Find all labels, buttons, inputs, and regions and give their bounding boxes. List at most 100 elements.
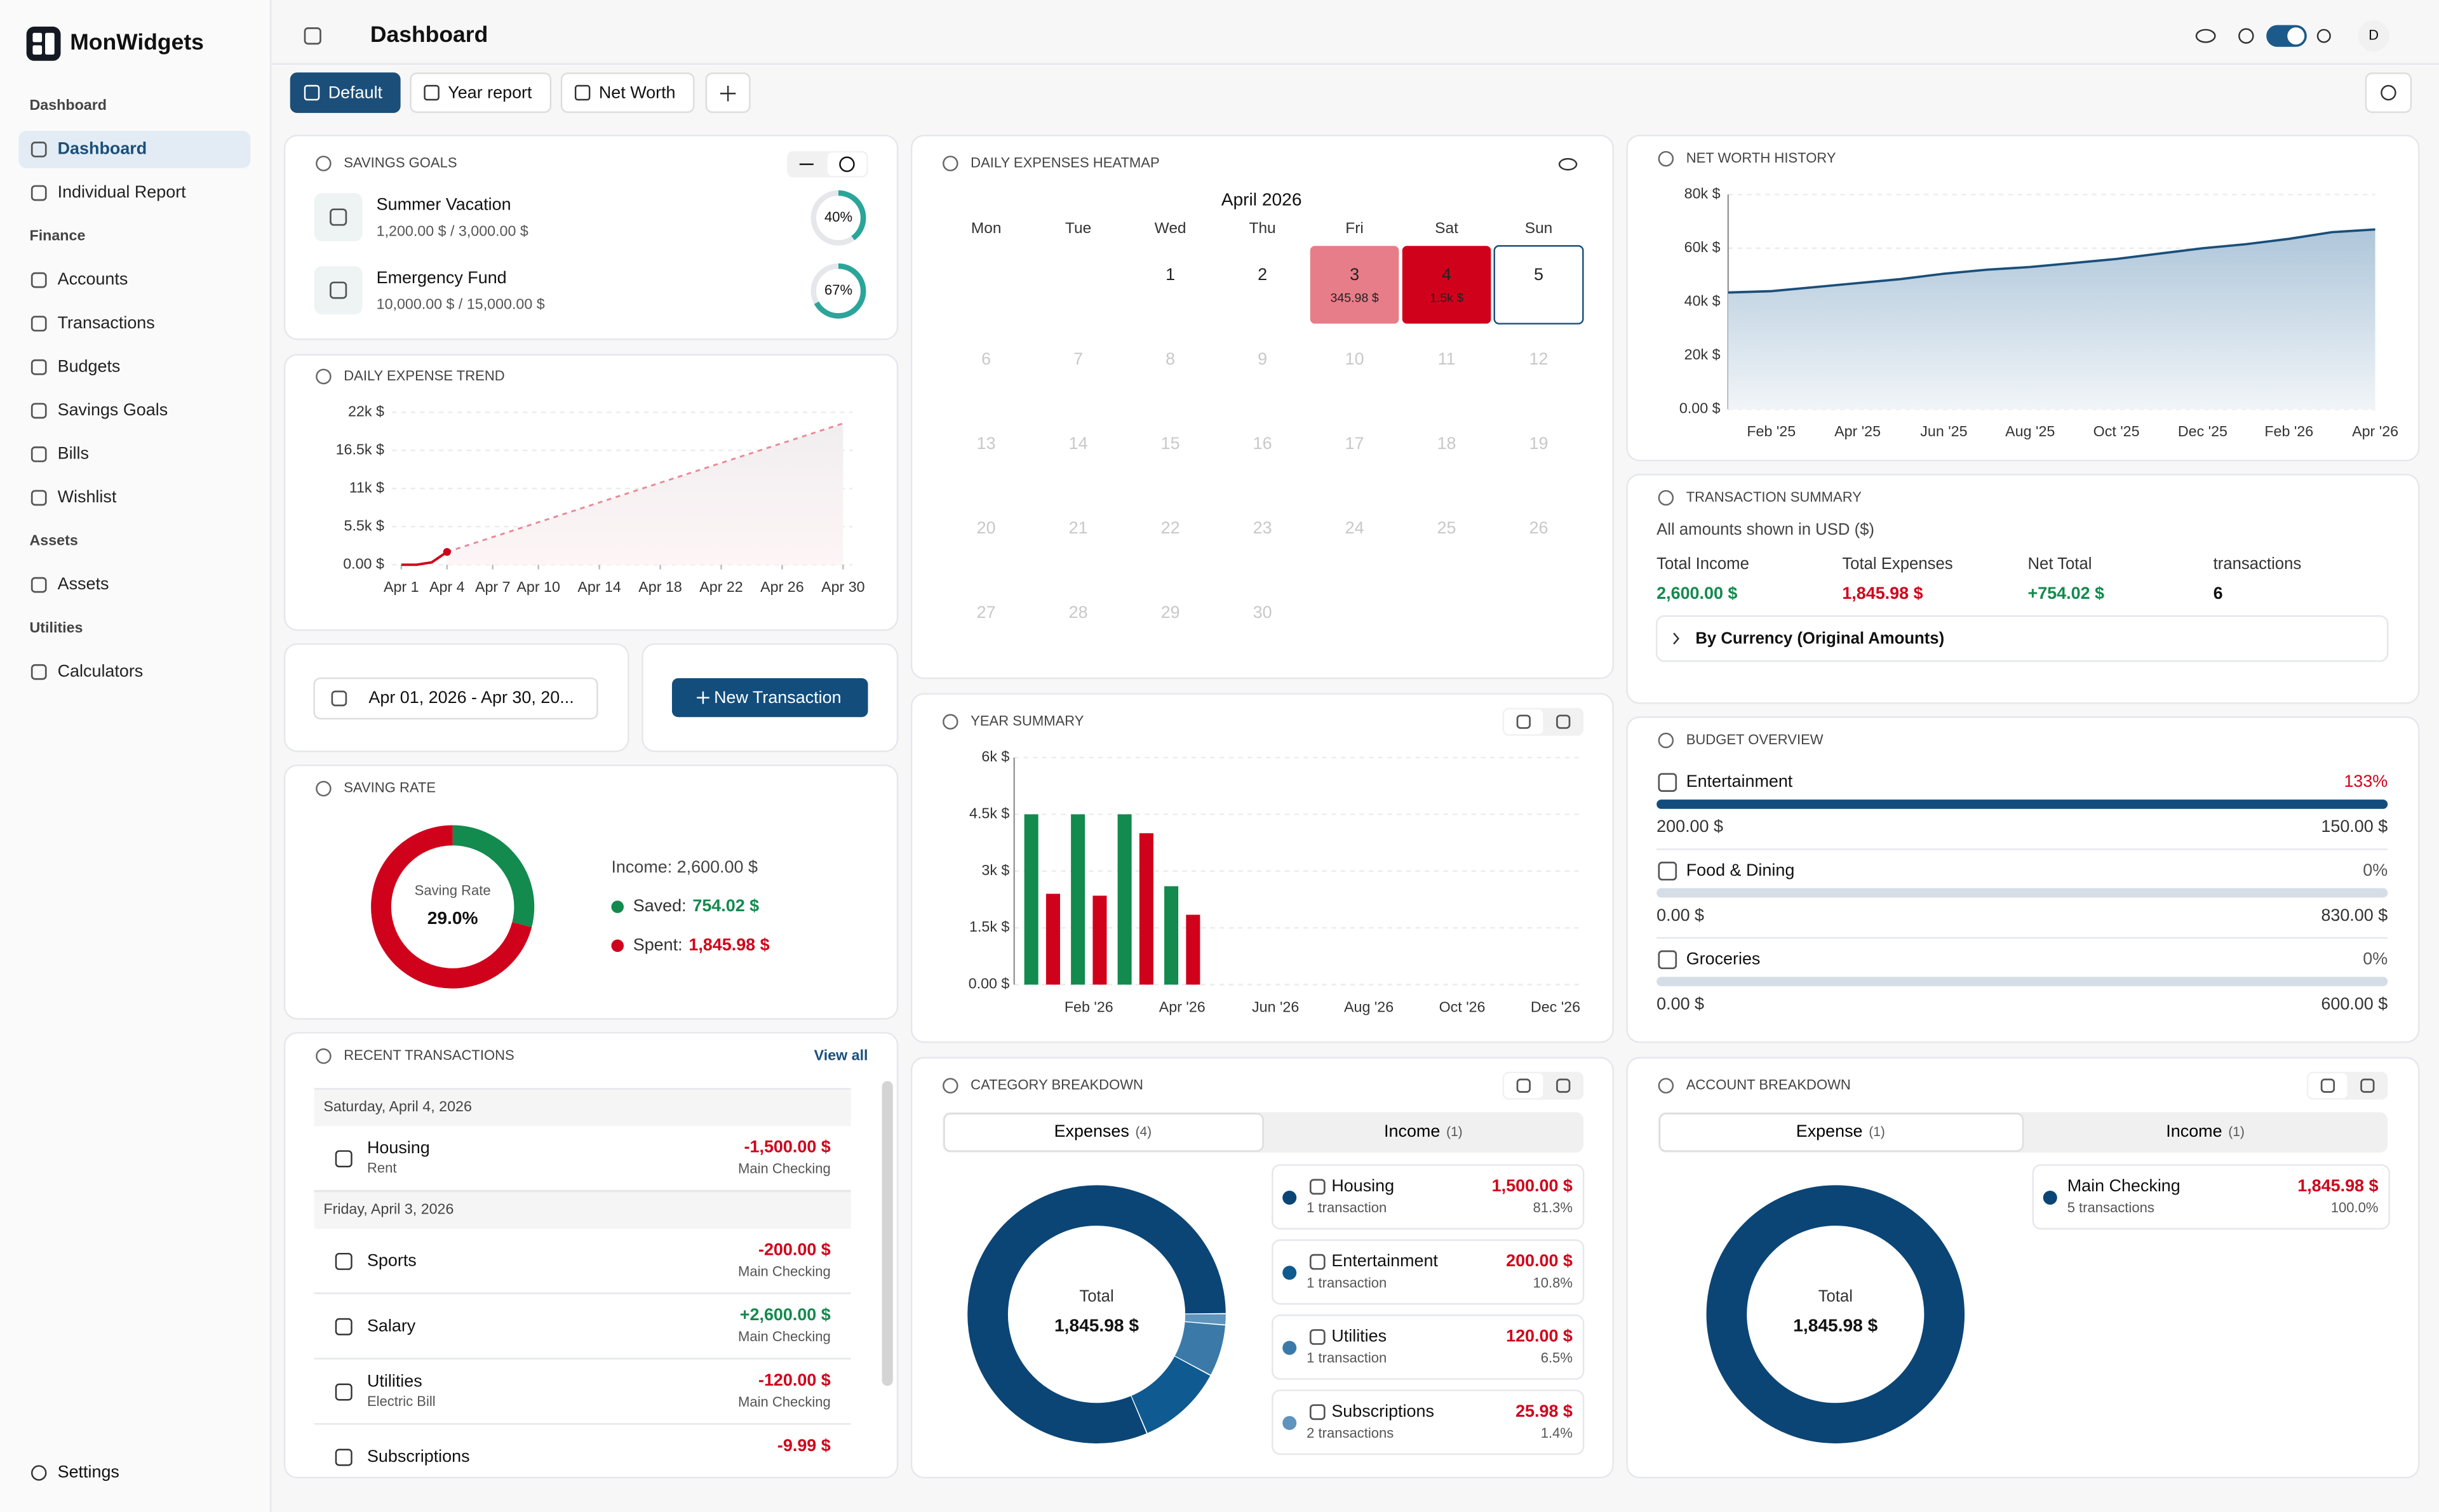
x-tick-label: Apr '26 xyxy=(1159,998,1206,1015)
day-amount: 345.98 $ xyxy=(1330,291,1378,305)
day-number: 11 xyxy=(1438,349,1456,368)
projection-line xyxy=(447,422,843,553)
legend-value: 754.02 $ xyxy=(692,896,759,915)
card-title: NET WORTH HISTORY xyxy=(1686,150,1836,166)
day-number: 14 xyxy=(1069,434,1088,453)
transaction-amount: -1,500.00 $ xyxy=(744,1137,831,1156)
new-transaction-button[interactable] xyxy=(671,678,868,718)
nav-item[interactable]: Dashboard xyxy=(58,139,147,158)
actual-point xyxy=(443,548,451,556)
breakdown-tab[interactable]: Income (1) xyxy=(1384,1121,1463,1141)
avatar-initial: D xyxy=(2368,27,2379,43)
tab-active xyxy=(943,1113,1264,1152)
card-title: DAILY EXPENSE TREND xyxy=(344,368,504,384)
tab-label: Year report xyxy=(448,83,532,102)
logo-part xyxy=(45,32,55,55)
icon xyxy=(30,577,47,593)
budget-name: Entertainment xyxy=(1686,772,1793,791)
item-share: 100.0% xyxy=(2331,1200,2379,1215)
eye-icon[interactable] xyxy=(1558,157,1578,171)
date-row xyxy=(314,1088,851,1127)
date-range-picker[interactable] xyxy=(313,677,598,719)
nav-item[interactable]: Savings Goals xyxy=(58,400,168,419)
month-label: April 2026 xyxy=(1221,190,1302,210)
toggle-on xyxy=(1504,1073,1543,1099)
tab[interactable] xyxy=(410,72,552,113)
day-number: 30 xyxy=(1253,603,1272,622)
nav-item[interactable]: Assets xyxy=(58,574,109,593)
nav-item[interactable]: Accounts xyxy=(58,269,128,288)
item-share: 6.5% xyxy=(1541,1350,1573,1366)
breakdown-tab[interactable]: Expense (1) xyxy=(1796,1121,1885,1141)
title-icon xyxy=(1658,1078,1674,1094)
title-icon xyxy=(316,156,332,171)
settings-button[interactable] xyxy=(2365,72,2412,113)
icon xyxy=(30,446,47,462)
day-number: 13 xyxy=(977,434,996,453)
day-number: 3 xyxy=(1350,265,1359,284)
legend-dot xyxy=(2043,1190,2057,1205)
donut-segment xyxy=(371,825,532,989)
bar xyxy=(1071,814,1085,985)
legend-label: Spent: xyxy=(633,935,683,954)
icon xyxy=(1516,1078,1531,1093)
icon xyxy=(1309,1254,1326,1270)
breakdown-tab[interactable]: Income (1) xyxy=(2166,1121,2245,1141)
icon xyxy=(1658,861,1677,881)
by-currency[interactable] xyxy=(1655,615,2389,662)
y-tick-label: 1.5k $ xyxy=(969,918,1009,935)
y-tick-label: 60k $ xyxy=(1684,239,1721,255)
card xyxy=(1626,1057,2420,1479)
weekday-label: Sat xyxy=(1435,220,1458,237)
weekday-label: Wed xyxy=(1155,220,1186,237)
item-name: Subscriptions xyxy=(1331,1402,1434,1421)
date-row xyxy=(314,1191,851,1229)
breakdown-tab[interactable]: Expenses (4) xyxy=(1054,1121,1152,1141)
transaction-amount: +2,600.00 $ xyxy=(740,1305,831,1324)
nav-item[interactable]: Transactions xyxy=(58,313,155,332)
eye-icon[interactable] xyxy=(2195,29,2216,43)
page-title: Dashboard xyxy=(370,22,488,47)
card xyxy=(283,135,899,340)
day-number: 17 xyxy=(1345,434,1364,453)
stat-label: transactions xyxy=(2214,555,2302,573)
transaction-amount: -200.00 $ xyxy=(758,1240,831,1259)
stat-value: 6 xyxy=(2214,584,2223,603)
view-all-link[interactable]: View all xyxy=(814,1047,868,1063)
tab[interactable] xyxy=(560,72,695,113)
actual-line xyxy=(401,551,448,566)
x-tick-label: Dec '26 xyxy=(1531,998,1580,1015)
icon xyxy=(30,316,47,332)
legend-dot xyxy=(1282,1190,1297,1205)
item-amount: 1,500.00 $ xyxy=(1492,1176,1573,1195)
nav-item[interactable]: Budgets xyxy=(58,356,121,375)
transaction-amount: -9.99 $ xyxy=(777,1436,831,1455)
donut-segment xyxy=(452,825,535,928)
date-range: Apr 01, 2026 - Apr 30, 20... xyxy=(368,688,574,707)
title-icon xyxy=(943,1078,958,1094)
x-tick-label: Feb '25 xyxy=(1747,423,1796,439)
tab-icon xyxy=(574,84,591,101)
title-icon xyxy=(1658,490,1674,506)
legend-label: Saved: xyxy=(633,896,687,915)
tab[interactable] xyxy=(290,72,401,113)
nav-item[interactable]: Bills xyxy=(58,444,89,463)
item-amount: 1,845.98 $ xyxy=(2297,1176,2378,1195)
x-tick-label: Apr 30 xyxy=(821,579,865,595)
y-tick-label: 3k $ xyxy=(981,862,1009,878)
tab-count: (1) xyxy=(2228,1125,2244,1139)
card-title: BUDGET OVERVIEW xyxy=(1686,732,1824,747)
card xyxy=(1626,474,2420,704)
day-number: 20 xyxy=(977,518,996,537)
nav-item[interactable]: Settings xyxy=(58,1462,119,1482)
icon xyxy=(331,690,347,707)
nav-item[interactable]: Wishlist xyxy=(58,487,117,506)
nav-item[interactable]: Individual Report xyxy=(58,182,187,201)
button-label: New Transaction xyxy=(714,688,842,707)
weekday-label: Mon xyxy=(971,220,1002,237)
budget-limit: 150.00 $ xyxy=(2321,817,2388,836)
nav-item[interactable]: Calculators xyxy=(58,661,144,680)
donut-segment xyxy=(1185,1314,1226,1326)
y-tick-label: 0.00 $ xyxy=(1679,400,1721,417)
